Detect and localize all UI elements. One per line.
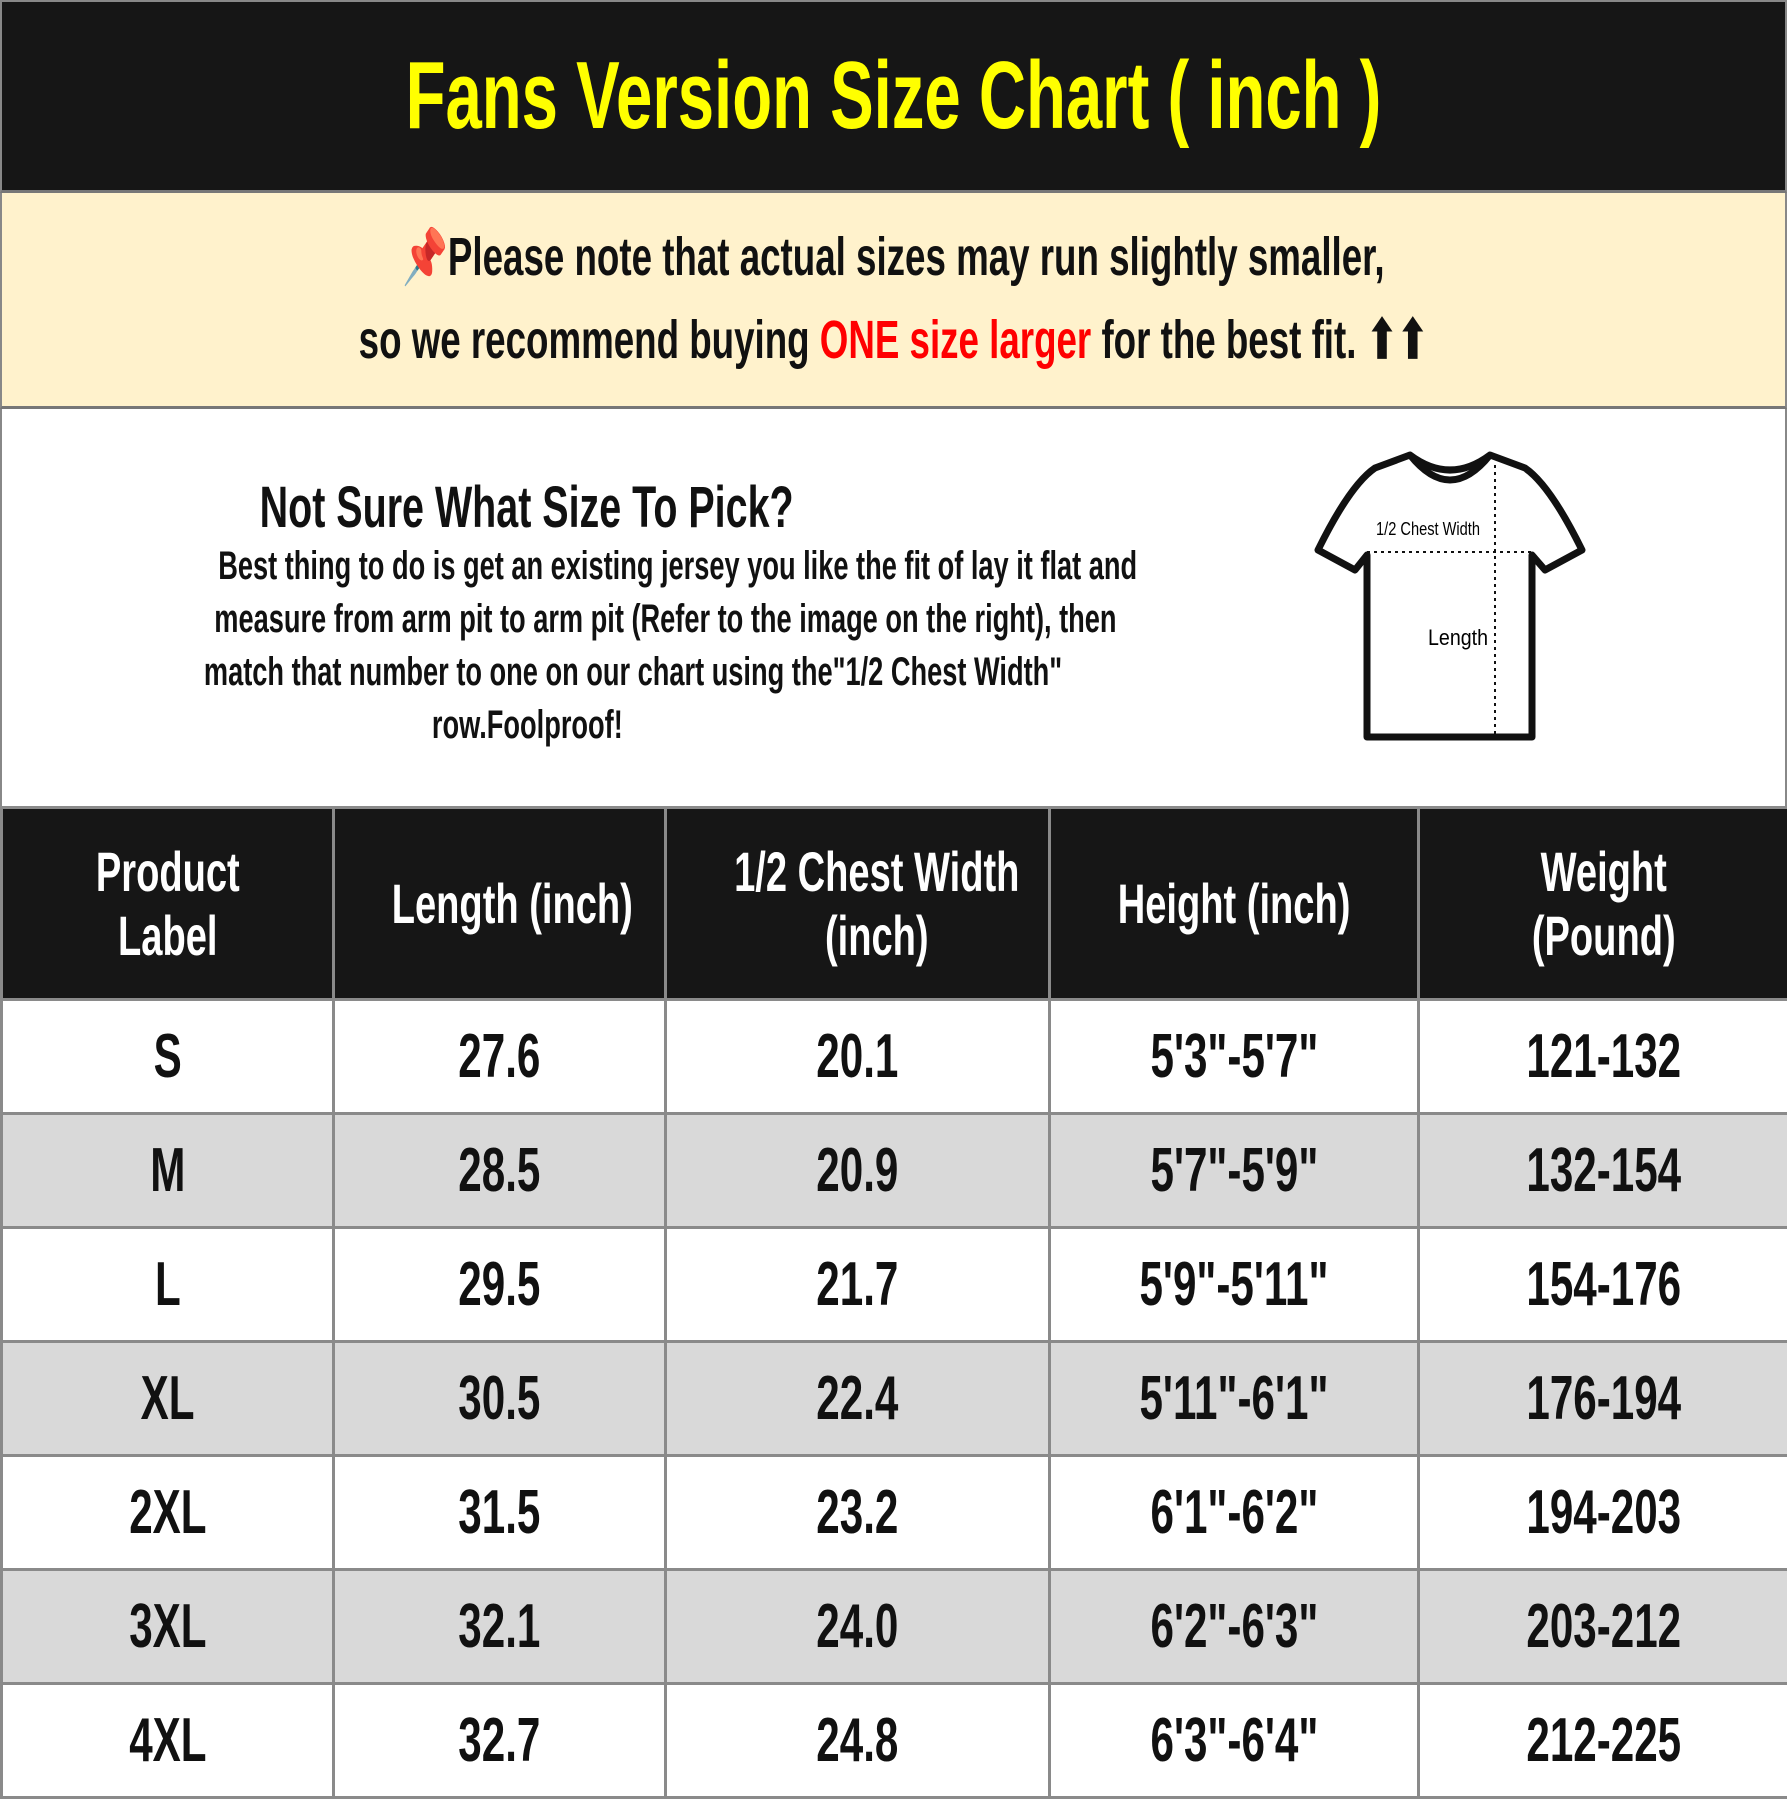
- cell-size-label: XL: [2, 1342, 334, 1456]
- cell-height: 5'11"-6'1": [1050, 1342, 1419, 1456]
- cell-length: 27.6: [334, 1000, 666, 1114]
- length-label: Length: [1428, 625, 1488, 650]
- cell-chest-width: 24.0: [666, 1570, 1050, 1684]
- cell-height: 6'2"-6'3": [1050, 1570, 1419, 1684]
- cell-height: 5'3"-5'7": [1050, 1000, 1419, 1114]
- cell-weight: 121-132: [1419, 1000, 1787, 1114]
- help-text-line: match that number to one on our chart us…: [204, 650, 1062, 695]
- help-text-line: row.Foolproof!: [432, 703, 623, 748]
- note-line-2-pre: so we recommend buying: [359, 310, 820, 370]
- title-banner: Fans Version Size Chart ( inch ): [0, 0, 1787, 193]
- cell-size-label: 2XL: [2, 1456, 334, 1570]
- cell-length: 32.7: [334, 1684, 666, 1798]
- cell-weight: 194-203: [1419, 1456, 1787, 1570]
- cell-weight: 154-176: [1419, 1228, 1787, 1342]
- tshirt-measurement-icon: 1/2 Chest Width Length: [1310, 440, 1590, 750]
- header-height: Height (inch): [1050, 808, 1419, 1000]
- note-highlight: ONE size larger: [820, 310, 1091, 370]
- help-heading: Not Sure What Size To Pick?: [260, 474, 794, 541]
- header-chest-width: 1/2 Chest Width(inch): [666, 808, 1050, 1000]
- cell-length: 32.1: [334, 1570, 666, 1684]
- cell-weight: 212-225: [1419, 1684, 1787, 1798]
- note-line-1: Please note that actual sizes may run sl…: [448, 227, 1385, 287]
- help-text-line: measure from arm pit to arm pit (Refer t…: [214, 597, 1116, 642]
- cell-chest-width: 22.4: [666, 1342, 1050, 1456]
- cell-length: 29.5: [334, 1228, 666, 1342]
- cell-weight: 176-194: [1419, 1342, 1787, 1456]
- cell-weight: 203-212: [1419, 1570, 1787, 1684]
- cell-length: 31.5: [334, 1456, 666, 1570]
- cell-height: 5'9"-5'11": [1050, 1228, 1419, 1342]
- cell-chest-width: 21.7: [666, 1228, 1050, 1342]
- cell-chest-width: 20.9: [666, 1114, 1050, 1228]
- cell-chest-width: 23.2: [666, 1456, 1050, 1570]
- note-line-2-post: for the best fit. ⬆⬆: [1091, 310, 1428, 370]
- cell-chest-width: 24.8: [666, 1684, 1050, 1798]
- cell-size-label: S: [2, 1000, 334, 1114]
- cell-size-label: 3XL: [2, 1570, 334, 1684]
- cell-height: 5'7"-5'9": [1050, 1114, 1419, 1228]
- cell-size-label: L: [2, 1228, 334, 1342]
- cell-height: 6'1"-6'2": [1050, 1456, 1419, 1570]
- cell-length: 30.5: [334, 1342, 666, 1456]
- chest-width-label: 1/2 Chest Width: [1376, 519, 1480, 539]
- header-length: Length (inch): [334, 808, 666, 1000]
- page-title: Fans Version Size Chart ( inch ): [406, 41, 1382, 151]
- cell-height: 6'3"-6'4": [1050, 1684, 1419, 1798]
- cell-size-label: M: [2, 1114, 334, 1228]
- cell-weight: 132-154: [1419, 1114, 1787, 1228]
- cell-chest-width: 20.1: [666, 1000, 1050, 1114]
- header-weight: Weight(Pound): [1419, 808, 1787, 1000]
- help-text-line: Best thing to do is get an existing jers…: [218, 544, 1137, 589]
- fit-note: 📌Please note that actual sizes may run s…: [0, 193, 1787, 409]
- cell-size-label: 4XL: [2, 1684, 334, 1798]
- cell-length: 28.5: [334, 1114, 666, 1228]
- pushpin-icon: 📌: [402, 227, 448, 287]
